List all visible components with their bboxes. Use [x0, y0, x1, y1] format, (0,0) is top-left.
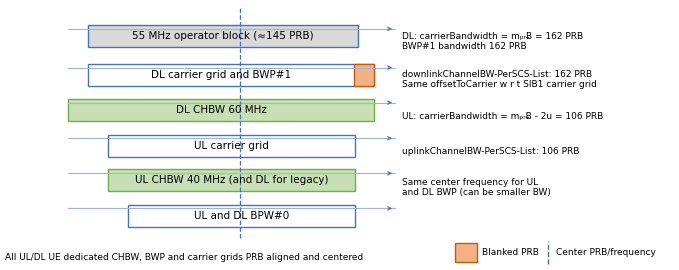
Text: DL carrier grid and BWP#1: DL carrier grid and BWP#1 — [151, 70, 291, 80]
Text: downlinkChannelBW-PerSCS-List: 162 PRB: downlinkChannelBW-PerSCS-List: 162 PRB — [402, 70, 592, 79]
Bar — [108, 135, 355, 157]
Text: Center PRB/frequency: Center PRB/frequency — [556, 248, 656, 257]
Bar — [128, 205, 355, 227]
Text: 55 MHz operator block (≈145 PRB): 55 MHz operator block (≈145 PRB) — [132, 31, 314, 42]
Bar — [354, 64, 374, 86]
Bar — [88, 64, 374, 86]
Text: UL carrier grid: UL carrier grid — [194, 141, 269, 151]
Text: uplinkChannelBW-PerSCS-List: 106 PRB: uplinkChannelBW-PerSCS-List: 106 PRB — [402, 147, 579, 156]
Text: Same center frequency for UL: Same center frequency for UL — [402, 178, 538, 187]
Bar — [455, 243, 477, 262]
Text: UL: carrierBandwidth = mₚᵣɃ - 2u = 106 PRB: UL: carrierBandwidth = mₚᵣɃ - 2u = 106 P… — [402, 112, 603, 121]
Text: and DL BWP (can be smaller BW): and DL BWP (can be smaller BW) — [402, 188, 551, 197]
Text: All UL/DL UE dedicated CHBW, BWP and carrier grids PRB aligned and centered: All UL/DL UE dedicated CHBW, BWP and car… — [5, 253, 363, 262]
Text: DL: carrierBandwidth = mₚᵣɃ = 162 PRB: DL: carrierBandwidth = mₚᵣɃ = 162 PRB — [402, 32, 583, 41]
Text: Same offsetToCarrier w r t SIB1 carrier grid: Same offsetToCarrier w r t SIB1 carrier … — [402, 80, 597, 89]
Bar — [68, 99, 374, 121]
Text: UL and DL BPW#0: UL and DL BPW#0 — [194, 211, 289, 221]
Text: DL CHBW 60 MHz: DL CHBW 60 MHz — [176, 105, 266, 115]
Text: BWP#1 bandwidth 162 PRB: BWP#1 bandwidth 162 PRB — [402, 42, 527, 51]
Text: Blanked PRB: Blanked PRB — [482, 248, 539, 257]
Bar — [108, 169, 355, 191]
Bar — [88, 25, 358, 48]
Text: UL CHBW 40 MHz (and DL for legacy): UL CHBW 40 MHz (and DL for legacy) — [134, 175, 328, 185]
